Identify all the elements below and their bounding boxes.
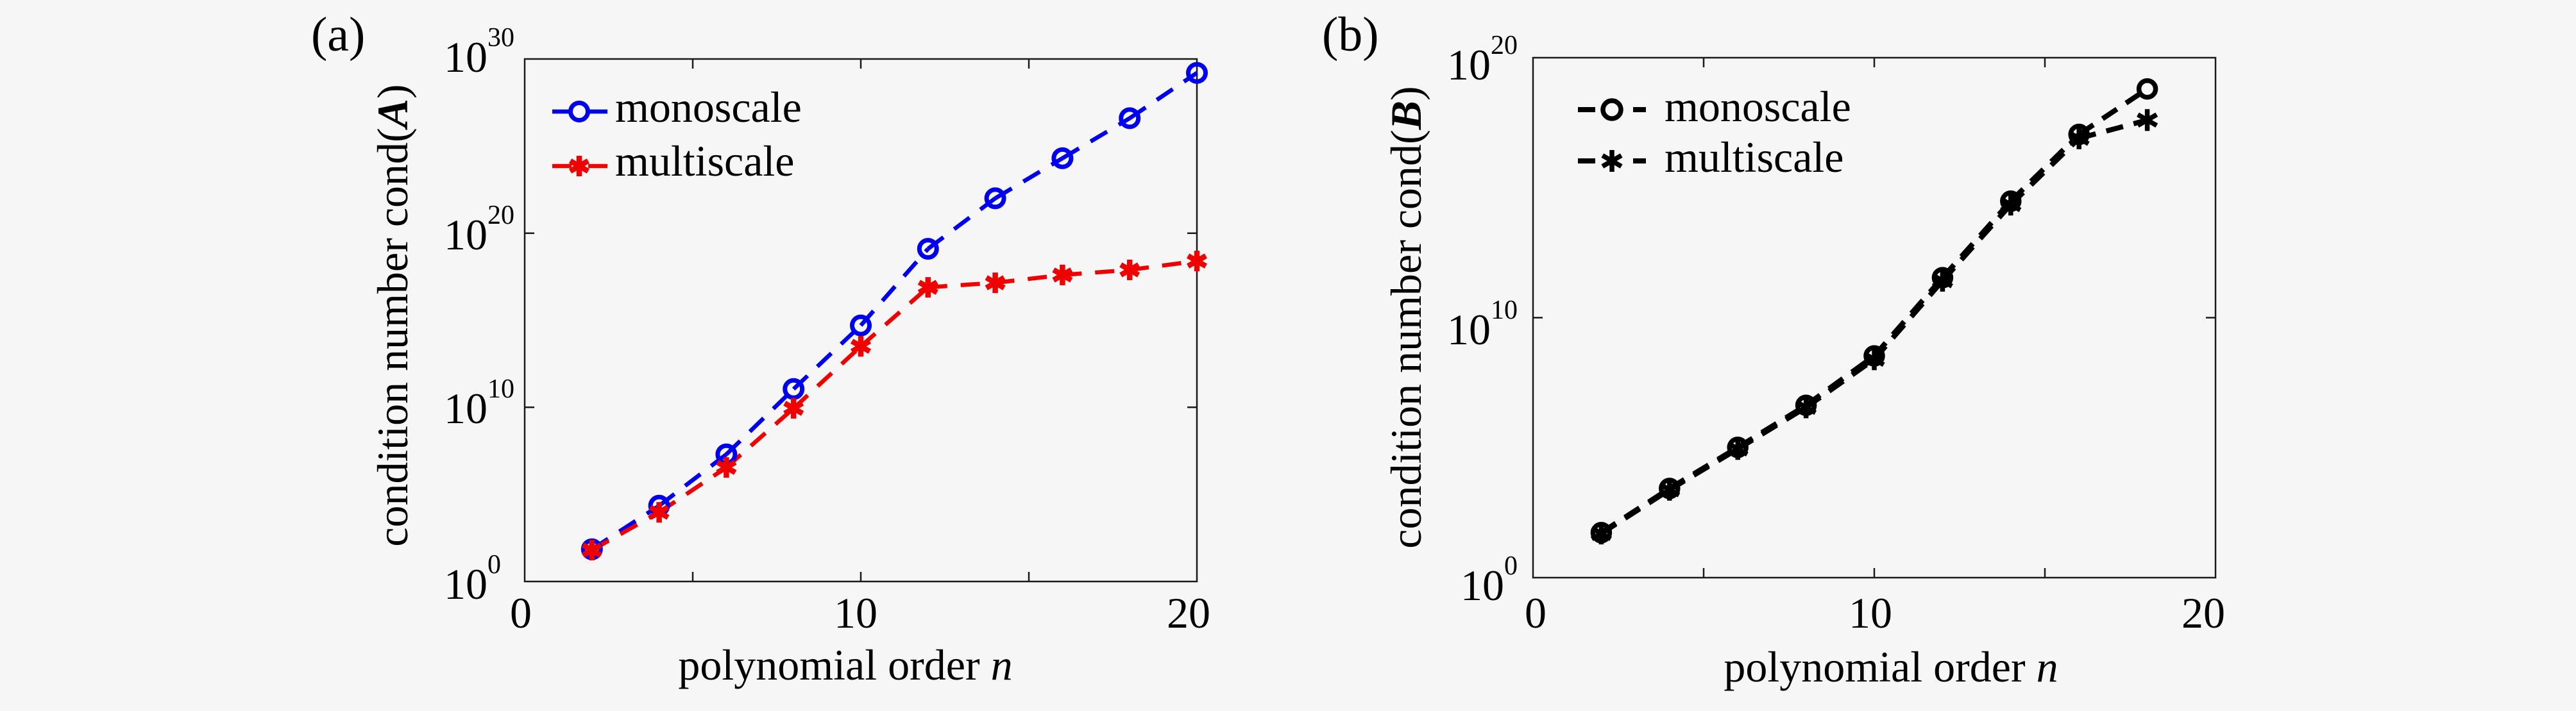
svg-text:polynomial order n: polynomial order n [678,640,1012,689]
svg-text:multiscale: multiscale [615,137,794,185]
svg-text:20: 20 [2182,589,2225,637]
svg-text:multiscale: multiscale [1665,133,1843,181]
svg-text:0: 0 [1525,589,1546,637]
svg-text:10: 10 [834,589,877,637]
svg-text:1030: 1030 [444,23,514,81]
svg-text:0: 0 [510,589,532,637]
svg-text:10: 10 [1849,589,1892,637]
svg-text:(a): (a) [311,8,365,62]
svg-text:monoscale: monoscale [1665,82,1851,131]
svg-text:(b): (b) [1322,8,1379,62]
svg-text:polynomial order n: polynomial order n [1724,642,2058,691]
svg-text:condition number cond(A): condition number cond(A) [368,84,417,546]
svg-text:20: 20 [1167,589,1210,637]
svg-text:condition number cond(B): condition number cond(B) [1382,86,1430,548]
svg-text:monoscale: monoscale [615,83,802,131]
